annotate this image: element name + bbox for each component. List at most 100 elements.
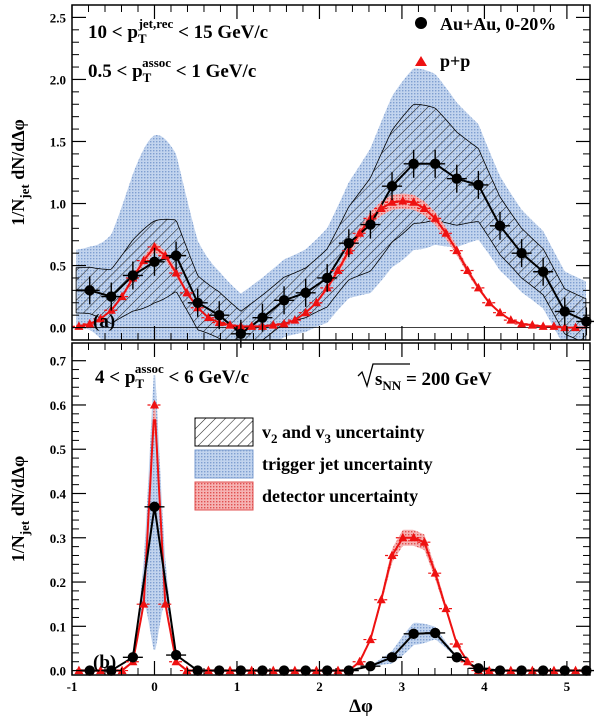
y-tick-label: 0.3	[50, 531, 67, 546]
pp-point	[355, 228, 365, 237]
auau-point	[322, 665, 333, 676]
uncertainty-bands-a	[75, 68, 587, 341]
pp-point	[290, 315, 300, 324]
auau-point	[84, 285, 95, 296]
auau-point	[386, 652, 398, 663]
auau-point	[106, 665, 117, 676]
pp-point	[225, 665, 235, 675]
pp-point	[96, 665, 106, 675]
pp-point	[430, 213, 440, 222]
pp-point	[85, 318, 95, 328]
pp-point	[517, 318, 527, 328]
pp-point	[365, 634, 375, 644]
auau-point	[516, 247, 527, 259]
auau-point	[106, 291, 117, 302]
auau-point	[257, 665, 268, 676]
auau-point	[451, 652, 462, 663]
annotation-assoc-pt-a: 0.5 < pTassoc < 1 GeV/c	[88, 55, 256, 85]
y-tick-label: 0.0	[50, 664, 66, 679]
auau-point	[322, 272, 333, 284]
auau-point	[170, 649, 182, 661]
sqrt-icon	[357, 363, 410, 389]
auau-point	[408, 158, 419, 170]
legend-b: v2 and v3 uncertainty trigger jet uncert…	[194, 417, 433, 511]
pp-point	[387, 550, 397, 559]
y-tick-label: 1.0	[50, 197, 66, 212]
auau-point	[214, 309, 225, 321]
x-tick-label: 0	[151, 679, 158, 694]
pp-point	[160, 250, 170, 260]
pp-point	[484, 665, 494, 675]
auau-point	[365, 660, 376, 672]
auau-point	[473, 179, 484, 191]
x-tick-label: 3	[399, 679, 406, 694]
pp-point	[452, 639, 462, 648]
energy-label: sNN = 200 GeV	[375, 369, 492, 393]
auau-point	[235, 328, 247, 339]
pp-point	[355, 656, 365, 666]
legend-label-pp: p+p	[440, 51, 470, 71]
pp-point	[398, 196, 408, 205]
pp-point	[117, 291, 127, 301]
legend-label-trigger-jet: trigger jet uncertainty	[262, 454, 433, 474]
pp-point	[419, 203, 429, 212]
legend-a: Au+Au, 0-20% p+p	[415, 14, 556, 71]
auau-point	[170, 250, 182, 261]
auau-point	[300, 287, 311, 299]
auau-point	[559, 306, 570, 317]
auau-point	[343, 238, 355, 249]
y-tick-label: 0.4	[50, 487, 67, 502]
pp-point	[182, 287, 192, 297]
auau-point	[278, 665, 290, 676]
pp-point	[247, 321, 257, 330]
x-tick-label: 2	[316, 679, 323, 694]
pp-point	[484, 297, 494, 307]
panel-label-b: (b)	[93, 652, 116, 673]
auau-point	[581, 316, 592, 327]
legend-label-v2v3: v2 and v3 uncertainty	[262, 422, 425, 446]
x-tick-label: 4	[481, 679, 488, 694]
panel-label-a: (a)	[93, 311, 115, 332]
panel-a-frame	[71, 4, 591, 341]
pp-point	[333, 265, 343, 275]
x-axis-a	[71, 5, 584, 340]
legend-marker-pp	[415, 56, 427, 66]
auau-point	[559, 665, 570, 676]
pp-point	[203, 312, 213, 322]
pp-point	[171, 268, 181, 277]
pp-point	[527, 320, 537, 329]
x-axis-b: -1 0 1 2 3 4 5	[67, 343, 584, 694]
y-axis-a: 0.0 0.5 1.0 1.5 2.0 2.5	[50, 10, 590, 336]
pp-point	[96, 313, 106, 323]
auau-point	[278, 295, 290, 306]
legend-label-auau: Au+Au, 0-20%	[440, 14, 556, 34]
auau-point	[84, 665, 95, 676]
auau-point	[429, 158, 441, 170]
annotation-jet-pt: 10 < pTjet,rec < 15 GeV/c	[88, 16, 268, 46]
panel-a: 0.0 0.5 1.0 1.5 2.0 2.5 1/Njet dN/dΔφ (a) 10 …	[8, 4, 594, 348]
x-tick-label: 5	[564, 679, 571, 694]
legend-marker-auau	[415, 17, 427, 29]
y-tick-label: 1.5	[50, 134, 67, 149]
auau-point	[494, 220, 506, 232]
pp-point	[527, 665, 537, 675]
pp-point	[268, 665, 278, 675]
pp-point	[409, 197, 419, 206]
auau-point	[537, 665, 549, 676]
y-axis-label-b: 1/Njet dN/dΔφ	[8, 456, 32, 562]
y-tick-label: 0.5	[50, 442, 67, 457]
pp-point	[139, 599, 149, 608]
y-axis-b: 0.0 0.1 0.2 0.3 0.4 0.5 0.6 0.7	[50, 354, 590, 679]
auau-point	[429, 627, 441, 639]
auau-point	[451, 173, 462, 184]
pp-point	[463, 265, 473, 275]
pp-point	[506, 665, 516, 675]
pp-point	[117, 665, 127, 675]
y-tick-label: 0.2	[50, 575, 66, 590]
y-tick-label: 0.7	[50, 354, 67, 369]
pp-point	[268, 320, 278, 329]
pp-point	[506, 315, 516, 324]
pp-point	[549, 665, 559, 675]
pp-point	[441, 228, 451, 237]
auau-point	[257, 312, 268, 323]
